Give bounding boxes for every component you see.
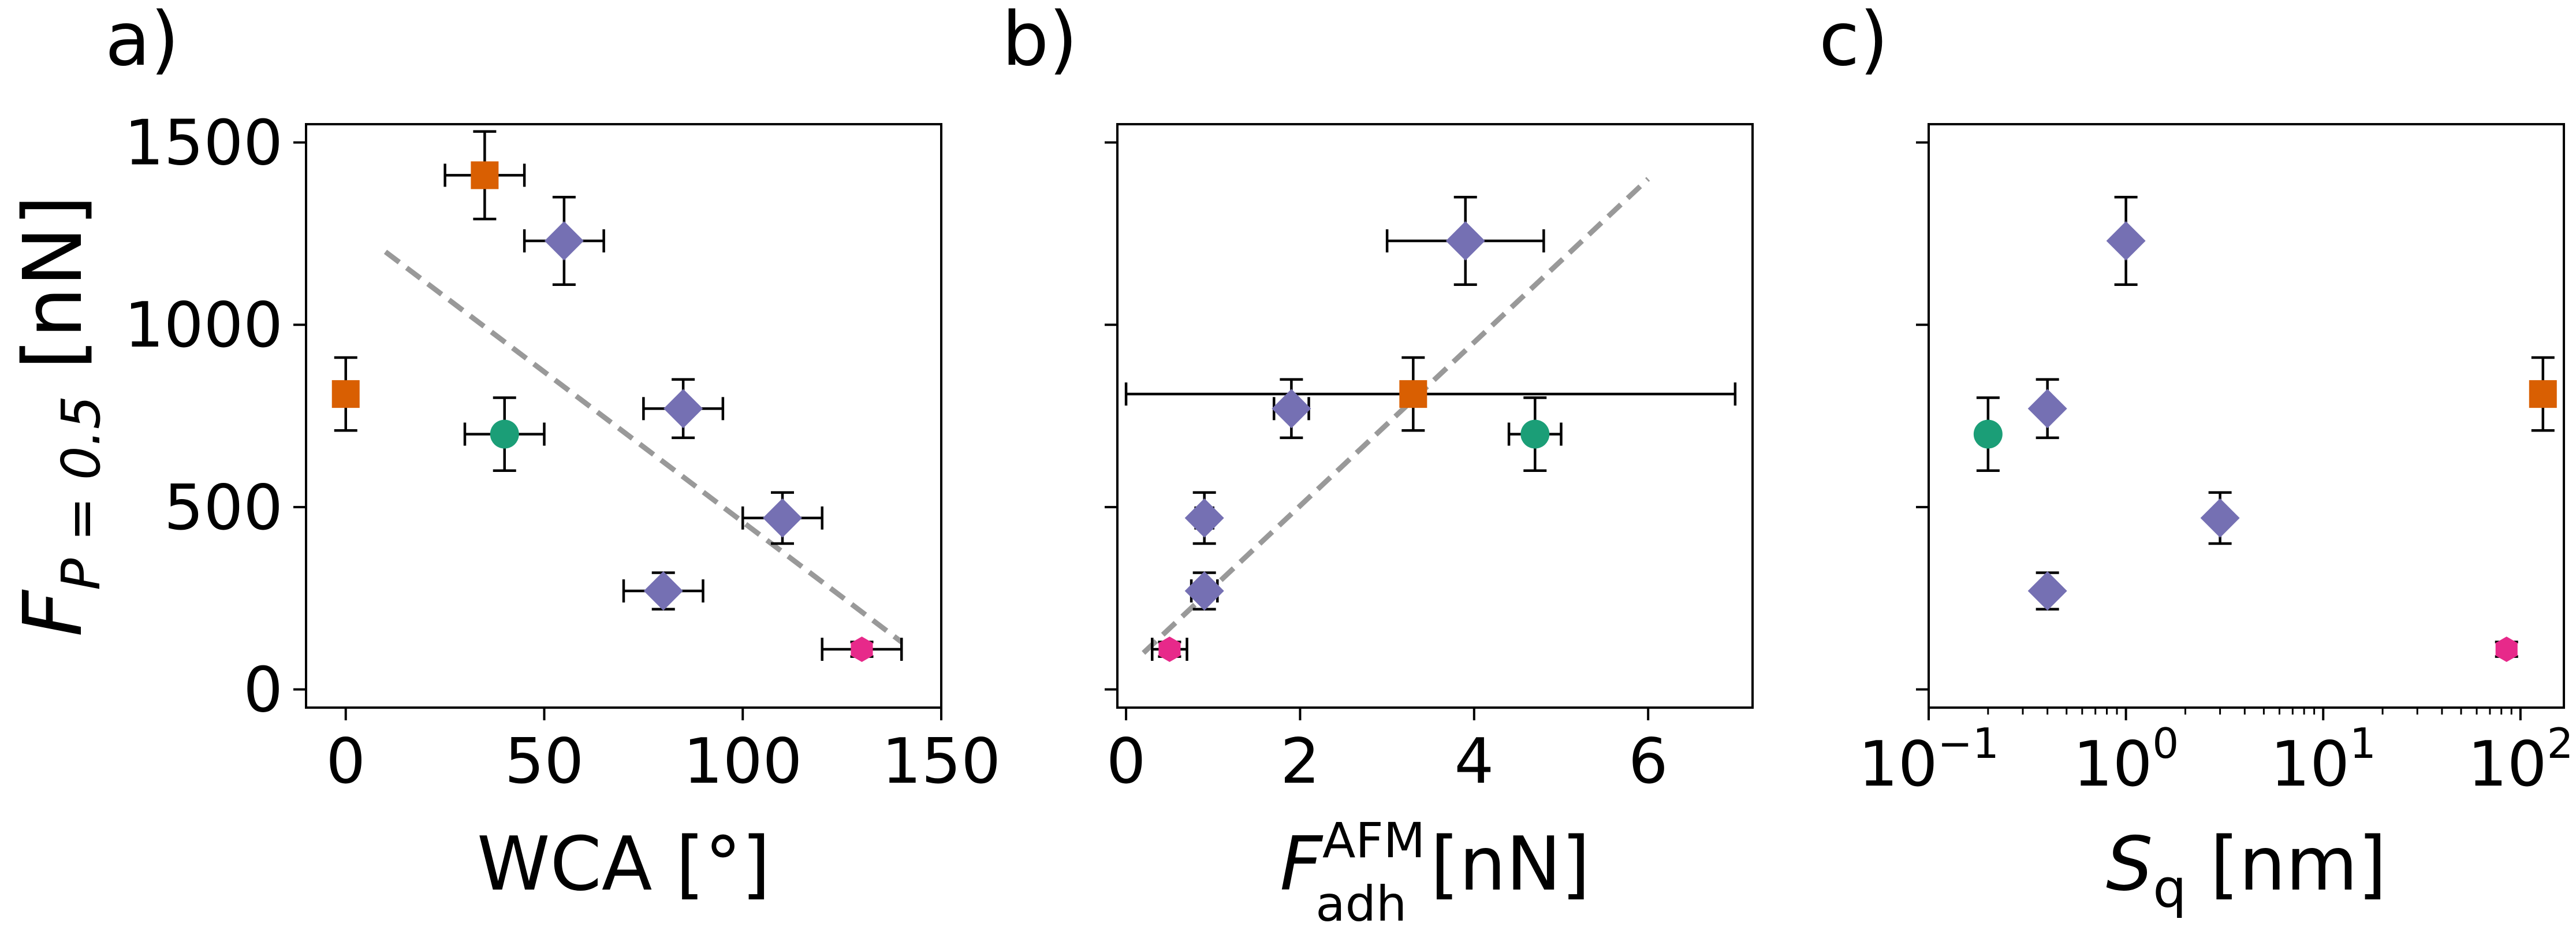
- panel-b-fit: [1142, 177, 1650, 655]
- data-point-circle: [1520, 419, 1550, 449]
- panel-b-x-axis-label-sup: AFM: [1322, 812, 1425, 869]
- panel-b-x-tick-label: 2: [1280, 726, 1320, 798]
- panel-a-ticks: 0 500 1000 1500 0 50 100 150: [124, 107, 1001, 798]
- panel-b-x-tick-label: 0: [1106, 726, 1146, 798]
- data-point-hexagon: [1158, 637, 1181, 662]
- panel-a-y-tick-label: 1500: [124, 107, 283, 180]
- data-point-square: [1399, 380, 1427, 408]
- panel-b-frame: [1116, 123, 1754, 709]
- data-point-square: [331, 380, 360, 408]
- panel-a-y-tick-label: 1000: [124, 289, 283, 362]
- data-point-diamond: [1445, 221, 1485, 261]
- panel-b: b) 0 2 4 6 FAFM adh [nN]: [1002, 0, 1754, 930]
- data-point-hexagon: [851, 637, 873, 662]
- data-point-diamond: [1184, 498, 1224, 538]
- data-point-diamond: [643, 571, 683, 611]
- panel-a-fit-line: [383, 250, 903, 644]
- panel-a-x-tick-label: 0: [326, 726, 366, 798]
- data-point-diamond: [763, 498, 802, 538]
- panel-a-y-tick-label: 0: [243, 654, 283, 726]
- y-axis-label-main: F: [6, 589, 100, 637]
- panel-c-marks: [1973, 196, 2557, 662]
- panel-c: c) 10−1 100 101 102 Sq [nm]: [1819, 0, 2573, 920]
- panel-b-x-axis-label-sub: adh: [1315, 876, 1407, 930]
- panel-letter-c: c): [1819, 0, 1888, 83]
- panel-c-x-tick-label: 101: [2271, 719, 2376, 801]
- panel-a-x-tick-label: 50: [505, 726, 584, 798]
- panel-b-x-tick-label: 6: [1628, 726, 1668, 798]
- panel-c-x-axis-label-unit: [nm]: [2210, 821, 2387, 907]
- panel-c-ticks: 10−1 100 101 102: [1858, 141, 2573, 801]
- data-point-diamond: [663, 389, 703, 429]
- panel-b-x-tick-label: 4: [1454, 726, 1494, 798]
- data-point-circle: [490, 419, 519, 449]
- panel-b-x-axis-label: FAFM adh [nN]: [1280, 812, 1590, 930]
- panel-a-y-tick-label: 500: [164, 472, 283, 544]
- panel-c-x-axis-label: Sq [nm]: [2106, 821, 2387, 920]
- y-axis-label-unit: [nN]: [6, 195, 100, 370]
- panel-a-marks: [331, 130, 903, 662]
- data-point-hexagon: [2495, 637, 2518, 662]
- panel-a: a) 0 500 1000 1500 0 50 100 150 WCA [°]: [105, 0, 1001, 907]
- panel-c-x-tick-label: 10−1: [1858, 719, 1999, 801]
- data-point-diamond: [1272, 389, 1311, 429]
- panel-b-marks: [1124, 196, 1737, 662]
- data-point-diamond: [1184, 571, 1224, 611]
- panel-b-fit-line: [1142, 177, 1650, 655]
- panel-a-x-axis-label: WCA [°]: [477, 821, 770, 907]
- panel-b-ticks: 0 2 4 6: [1105, 141, 1668, 798]
- panel-b-x-axis-label-unit: [nN]: [1430, 821, 1590, 907]
- data-point-diamond: [2200, 498, 2240, 538]
- panel-c-x-tick-label: 100: [2073, 719, 2179, 801]
- panel-c-frame: [1928, 123, 2565, 709]
- panel-c-x-tick-label: 102: [2467, 719, 2573, 801]
- panel-a-fit: [383, 250, 903, 644]
- panel-a-frame: [305, 123, 942, 709]
- panel-b-x-axis-label-main: F: [1280, 821, 1324, 907]
- data-point-diamond: [2106, 221, 2146, 261]
- panel-a-x-tick-label: 150: [882, 726, 1001, 798]
- y-axis-label: FP = 0.5 [nN]: [6, 195, 112, 637]
- panel-c-x-axis-label-main: S: [2106, 821, 2153, 907]
- data-point-diamond: [544, 221, 584, 261]
- panel-c-x-axis-label-sub: q: [2153, 858, 2186, 920]
- data-point-square: [2529, 380, 2557, 408]
- panel-letter-b: b): [1002, 0, 1078, 83]
- data-point-circle: [1973, 419, 2003, 449]
- panel-letter-a: a): [105, 0, 179, 83]
- data-point-diamond: [2027, 571, 2067, 611]
- data-point-diamond: [2027, 389, 2067, 429]
- y-axis-label-sub: P = 0.5: [50, 396, 112, 590]
- data-point-square: [471, 161, 499, 189]
- panel-a-x-tick-label: 100: [683, 726, 802, 798]
